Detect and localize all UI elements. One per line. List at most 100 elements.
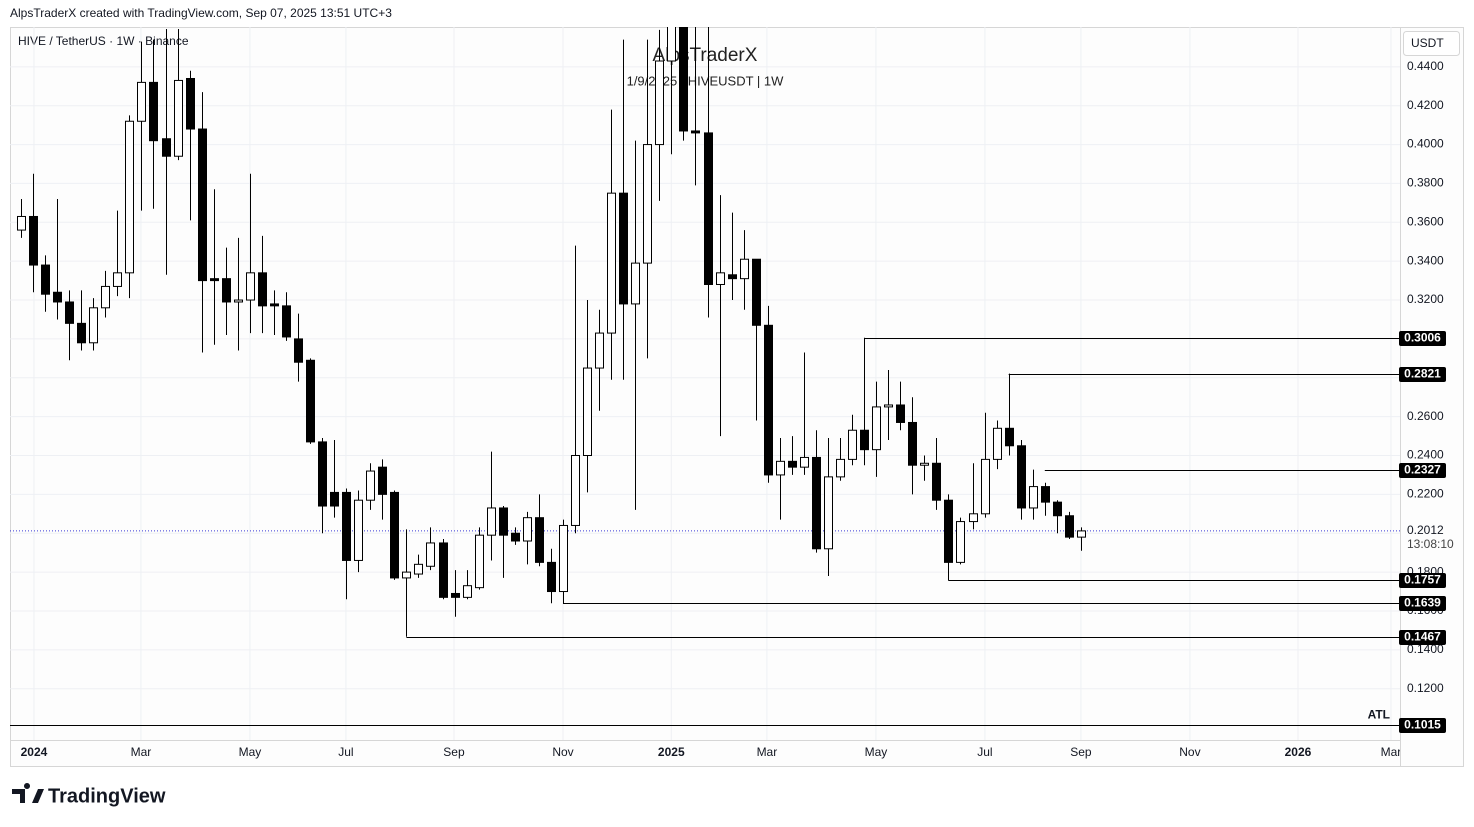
candle-body <box>812 456 821 550</box>
last-price-box <box>1401 521 1461 552</box>
candle-body <box>956 521 965 563</box>
candle-body <box>149 81 158 142</box>
candle-body <box>848 429 857 460</box>
brand-icon <box>12 783 44 803</box>
candle-body <box>511 532 520 542</box>
candle-body <box>908 421 917 466</box>
level-label-box <box>1399 718 1446 733</box>
watermark-subtitle: 1/9/2025 | HIVEUSDT | 1W <box>627 73 785 88</box>
candle-body <box>764 324 773 476</box>
candle-body <box>1005 427 1014 447</box>
candle-body <box>342 491 351 561</box>
x-tick-label: Jul <box>977 745 992 759</box>
candle-body <box>944 499 953 563</box>
candle-layer <box>17 27 1086 637</box>
candle-body <box>174 79 183 157</box>
candle-body <box>294 338 303 363</box>
candle-body <box>234 299 243 303</box>
level-label: 0.1757 <box>1404 573 1441 587</box>
last-price-label: 0.2012 <box>1407 523 1444 537</box>
x-axis: 2024 Mar May Jul Sep Nov 2025 Mar May Jul Sep Nov 20… <box>21 745 1402 759</box>
candle-body <box>716 272 725 285</box>
candle-body <box>1017 445 1026 509</box>
candle-body <box>330 491 339 507</box>
candle-body <box>1053 501 1062 517</box>
candle-body <box>884 404 893 408</box>
y-tick-label: 0.2600 <box>1407 409 1444 423</box>
level-label-box <box>1399 630 1446 645</box>
candle-body <box>740 258 749 280</box>
candle-body <box>41 264 50 295</box>
symbol-title: HIVE / TetherUS · 1W · Binance <box>18 34 189 48</box>
y-tick-label: 0.4400 <box>1407 59 1444 73</box>
candle-body <box>752 258 761 326</box>
grid-layer <box>10 27 1400 740</box>
y-tick-label: 0.4200 <box>1407 98 1444 112</box>
candle-body <box>354 499 363 561</box>
header: AlpsTraderX created with TradingView.com… <box>10 6 392 20</box>
candle-body <box>162 138 171 157</box>
level-note: ATL <box>1368 708 1390 722</box>
candle-body <box>487 507 496 536</box>
x-tick-label: May <box>239 745 262 759</box>
candle-body <box>426 542 435 567</box>
x-tick-label: Mar <box>757 745 778 759</box>
candle-body <box>475 534 484 589</box>
brand-name: TradingView <box>48 785 166 807</box>
candle-body <box>619 192 628 305</box>
candle-body <box>390 491 399 579</box>
x-tick-label: Mar <box>131 745 152 759</box>
candle-body <box>198 128 207 282</box>
candle-body <box>523 517 532 542</box>
x-tick-label: Mar <box>1381 745 1402 759</box>
candle-body <box>1077 530 1086 538</box>
candle-body <box>969 513 978 523</box>
level-label-box <box>1399 573 1446 588</box>
candle-body <box>53 291 62 303</box>
candle-body <box>607 192 616 334</box>
candle-body <box>137 81 146 122</box>
y-tick-label: 0.4000 <box>1407 137 1444 151</box>
currency-box <box>1403 31 1460 56</box>
candle-body <box>728 274 737 280</box>
x-tick-label: Sep <box>443 745 465 759</box>
level-label-box <box>1399 463 1446 478</box>
candle-body <box>631 262 640 305</box>
candle-body <box>101 285 110 309</box>
candle-body <box>535 517 544 563</box>
price-labels: 0.3006 0.2821 0.2327 0.1757 0.1639 0.1467 0.10… <box>1368 331 1461 733</box>
candle-body <box>993 427 1002 460</box>
x-tick-label: Nov <box>552 745 573 759</box>
y-tick-label: 0.3800 <box>1407 176 1444 190</box>
candle-body <box>1041 486 1050 503</box>
candle-body <box>547 561 556 593</box>
candle-body <box>655 60 664 146</box>
candle-body <box>366 470 375 501</box>
candle-body <box>896 404 905 423</box>
y-tick-label: 0.3400 <box>1407 253 1444 267</box>
candle-body <box>872 406 881 451</box>
x-tick-label: 2026 <box>1285 745 1312 759</box>
candle-body <box>89 307 98 344</box>
countdown-label: 13:08:10 <box>1407 537 1454 551</box>
candle-body <box>210 278 219 282</box>
candle-body <box>571 454 580 526</box>
candle-body <box>77 322 86 344</box>
candle-body <box>125 120 134 274</box>
candle-body <box>595 332 604 369</box>
candle-body <box>860 429 869 451</box>
candle-body <box>270 303 279 307</box>
candle-body <box>258 272 267 307</box>
brand-logo: TradingView <box>12 783 166 807</box>
level-label: 0.3006 <box>1404 331 1441 345</box>
y-tick-label: 0.3200 <box>1407 292 1444 306</box>
candle-body <box>824 476 833 550</box>
candle-body <box>800 456 809 468</box>
level-label: 0.1639 <box>1404 596 1441 610</box>
level-label: 0.2327 <box>1404 463 1441 477</box>
level-label-box <box>1399 367 1446 382</box>
candle-body <box>17 215 26 231</box>
candle-body <box>246 272 255 301</box>
candle-body <box>1029 486 1038 509</box>
